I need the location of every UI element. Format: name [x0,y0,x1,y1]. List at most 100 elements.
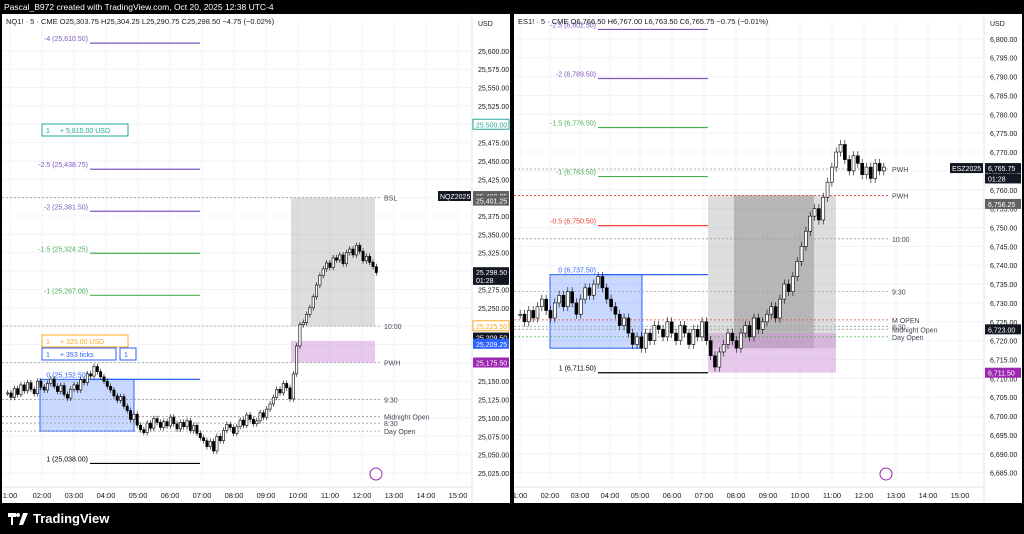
candle [205,440,209,447]
candle [281,383,285,394]
candle [115,395,119,401]
fib-level-label: 1 (6,711.50) [559,366,596,373]
price-tag [985,173,1021,184]
price-tick-label: 25,125.00 [478,398,509,405]
price-tick-label: 6,730.00 [990,301,1017,308]
candle [178,422,182,430]
candle [531,310,535,319]
candle [587,287,592,296]
session-level-label: 8:30 [384,421,398,428]
time-tick-label: 03:00 [571,491,590,500]
candle [873,163,877,179]
candle [843,144,847,160]
time-tick-label: 09:00 [257,491,276,500]
price-tag [473,267,509,278]
candle [251,419,255,425]
candle [351,248,355,256]
time-tick-label: 07:00 [695,491,714,500]
candle [139,424,142,430]
price-tick-label: 6,725.00 [990,320,1017,327]
candle [222,430,226,441]
symbol-tag [950,163,983,174]
session-level-label: 9:30 [384,398,398,405]
candle [208,441,212,447]
candle [765,313,769,323]
session-level-label: Day Open [384,429,416,436]
session-level-label: Midnight Open [384,414,430,421]
price-tick-label: 6,770.00 [990,150,1017,157]
candle [687,332,691,345]
candle [864,166,869,175]
candle [565,291,570,307]
candle [155,418,159,423]
candle [325,262,328,270]
price-tick-label: 6,690.00 [990,452,1017,459]
price-tick-label: 6,775.00 [990,131,1017,138]
es-chart-panel[interactable]: -2.5 (6,802.50) -2 (6,789.50) -1.5 (6,776.… [514,14,1022,503]
tool-badge-num: 1 [46,352,50,359]
candle [245,414,249,426]
candle [782,283,787,300]
candle [335,257,338,261]
candle [318,275,322,286]
candle [145,422,149,433]
price-tick-label: 25,550.00 [478,86,509,93]
candle [674,332,678,341]
candle [348,248,352,254]
candle [215,435,219,452]
time-tick-label: 06:00 [663,491,682,500]
tool-badge-text: + 353 ticks [60,352,94,359]
candle [26,382,30,392]
nq-chart[interactable]: -4 (25,610.50) -2.5 (25,438.75) -2 (25,381… [2,14,510,503]
candle [175,423,179,430]
price-tick-label: 6,715.00 [990,358,1017,365]
fib-level-label: -4 (25,610.50) [44,36,88,43]
price-tick-label: 6,780.00 [990,112,1017,119]
candle [522,313,527,323]
candle [591,283,596,296]
candle [812,208,817,217]
tradingview-logo[interactable]: TradingView [8,511,109,526]
candle [95,366,99,372]
time-tick-label: 15:00 [951,491,970,500]
session-level-label: BSL [384,196,397,203]
price-tag [985,163,1021,174]
candle [704,321,709,341]
candle [691,329,696,345]
candle [168,416,172,427]
price-tag-text: 25,209.25 [476,342,507,349]
price-tick-label: 25,425.00 [478,177,509,184]
nq-chart-panel[interactable]: -4 (25,610.50) -2.5 (25,438.75) -2 (25,381… [2,14,510,503]
candle [639,336,644,349]
candle [182,422,186,428]
candle [344,252,348,265]
symbol-tag-text: ESZ2025 [952,166,981,173]
candle [16,388,20,395]
candle [539,298,544,307]
candle [600,276,605,289]
fib-level-label: -2 (25,381.50) [44,204,88,211]
time-tick-label: 08:00 [727,491,746,500]
time-tick-label: 05:00 [631,491,650,500]
candle [125,405,129,411]
candle [278,388,282,394]
session-level-label: 10:00 [892,237,910,244]
candle [152,418,156,429]
candle [109,386,113,391]
time-tick-label: 02:00 [33,491,52,500]
candle [743,325,748,334]
es-chart[interactable]: -2.5 (6,802.50) -2 (6,789.50) -1.5 (6,776.… [514,14,1022,503]
candle [786,283,791,292]
candle [734,340,739,349]
candle [760,321,765,330]
candle [19,384,23,395]
time-tick-label: 12:00 [353,491,372,500]
candle [79,379,83,391]
price-tick-label: 25,475.00 [478,141,509,148]
price-tag-text: 6,756.25 [988,202,1015,209]
candle [752,317,756,338]
price-tick-label: 6,710.00 [990,376,1017,383]
candle [92,366,96,377]
candle [596,276,600,285]
tool-badge-num: 1 [46,128,50,135]
